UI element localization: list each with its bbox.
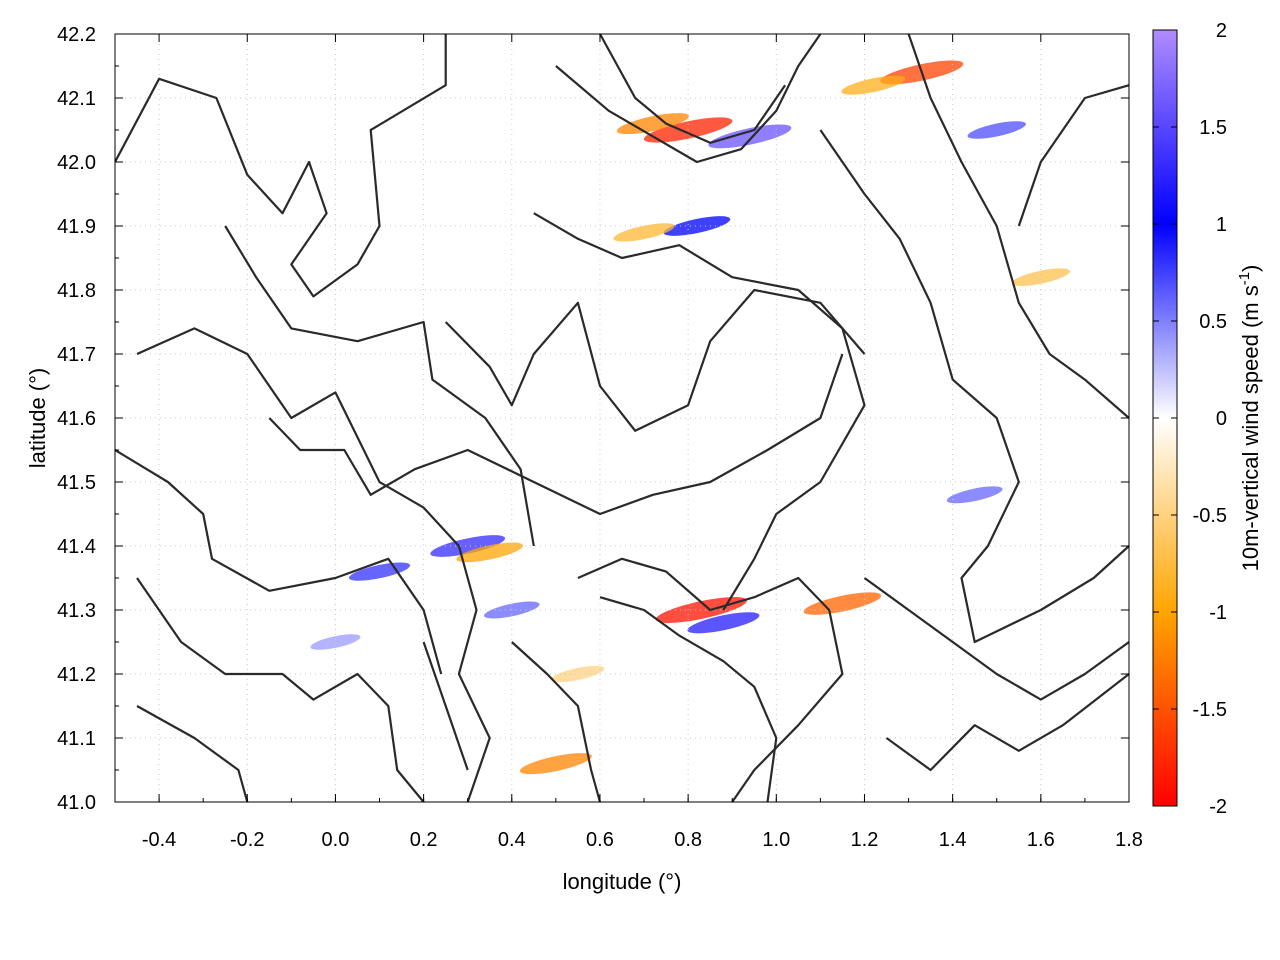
wind-feature-15 [1011, 268, 1071, 287]
colorbar-tick-label: -1 [1209, 602, 1227, 624]
x-axis: -0.4 -0.2 0.0 0.2 0.4 0.6 0.8 1.0 1.2 1.4 1.6 1.8 [114, 34, 1143, 851]
contour-line-12 [577, 557, 844, 802]
wind-feature-5 [663, 216, 731, 236]
colorbar-title: 10m-vertical wind speed (m s-1) [1236, 265, 1263, 572]
y-axis: 41.0 41.1 41.2 41.3 41.4 41.5 41.6 41.7 41.8 41.9… [57, 24, 1129, 814]
y-axis-title: latitude (°) [25, 368, 50, 469]
x-tick-label: 0.4 [498, 829, 526, 851]
x-tick-label: 0.2 [410, 829, 438, 851]
x-tick-label: -0.4 [142, 829, 176, 851]
colorbar-tick-label: 0.5 [1199, 311, 1227, 333]
wind-feature-18 [310, 634, 361, 650]
colorbar-title-text: 10m-vertical wind speed (m s [1238, 285, 1263, 571]
wind-feature-14 [946, 486, 1003, 504]
x-tick-label: 1.8 [1115, 829, 1143, 851]
x-tick-label: 1.2 [851, 829, 879, 851]
wind-feature-1 [708, 124, 792, 149]
colorbar-ticks: 2 1.5 1 0.5 0 -0.5 -1 -1.5 -2 [1153, 20, 1227, 818]
y-tick-label: 41.2 [57, 664, 96, 686]
vertical-wind-field [310, 60, 1071, 775]
contour-line-14 [863, 577, 1129, 701]
wind-feature-19 [551, 665, 605, 683]
colorbar-title-exponent: -1 [1236, 272, 1253, 285]
y-tick-label: 41.0 [57, 792, 96, 814]
x-tick-label: 1.4 [939, 829, 967, 851]
colorbar-tick-label: -1.5 [1193, 699, 1227, 721]
y-tick-label: 42.0 [57, 152, 96, 174]
y-tick-label: 41.4 [57, 536, 96, 558]
x-tick-label: 0.8 [674, 829, 702, 851]
colorbar-tick-label: 0 [1216, 408, 1227, 430]
colorbar-tick-label: -2 [1209, 796, 1227, 818]
colorbar-tick-label: 1.5 [1199, 117, 1227, 139]
contour-line-16 [422, 641, 469, 771]
y-tick-label: 41.7 [57, 344, 96, 366]
x-tick-label: 1.6 [1027, 829, 1055, 851]
contour-line-0 [115, 34, 447, 298]
colorbar-title-close: ) [1238, 265, 1263, 272]
y-tick-label: 41.1 [57, 728, 96, 750]
contour-line-2 [136, 327, 491, 802]
contour-line-10 [819, 129, 1129, 644]
x-tick-label: 1.0 [762, 829, 790, 851]
x-tick-label: 0.0 [322, 829, 350, 851]
contour-line-1 [224, 225, 535, 547]
contour-line-15 [511, 641, 602, 802]
contour-line-13 [599, 596, 778, 802]
contour-line-17 [1017, 84, 1129, 227]
colorbar-tick-label: 2 [1216, 20, 1227, 42]
contour-line-9 [599, 34, 787, 144]
wind-feature-2 [616, 113, 689, 135]
wind-feature-7 [655, 597, 747, 623]
y-tick-label: 41.9 [57, 216, 96, 238]
wind-feature-16 [967, 121, 1026, 139]
y-tick-label: 41.8 [57, 280, 96, 302]
grid-lines [115, 33, 1130, 803]
x-tick-label: 0.6 [586, 829, 614, 851]
contour-line-19 [268, 353, 844, 516]
colorbar-tick-label: 1 [1216, 214, 1227, 236]
contour-line-5 [136, 705, 249, 802]
wind-feature-9 [430, 535, 506, 557]
contour-line-3 [115, 449, 443, 675]
y-tick-label: 41.6 [57, 408, 96, 430]
wind-feature-10 [456, 542, 524, 563]
y-tick-label: 42.2 [57, 24, 96, 46]
contour-line-18 [885, 673, 1129, 772]
contour-line-11 [907, 34, 1129, 419]
terrain-contours [115, 34, 1129, 802]
x-axis-title: longitude (°) [563, 869, 682, 894]
wind-feature-12 [519, 753, 592, 775]
x-tick-label: -0.2 [230, 829, 264, 851]
y-tick-label: 41.3 [57, 600, 96, 622]
wind-feature-8 [687, 612, 760, 634]
wind-feature-4 [841, 75, 906, 95]
wind-feature-6 [613, 223, 675, 242]
colorbar-tick-label: -0.5 [1193, 505, 1227, 527]
contour-line-6 [444, 288, 866, 432]
wind-feature-13 [803, 592, 882, 615]
contour-line-8 [555, 34, 822, 164]
y-tick-label: 41.5 [57, 472, 96, 494]
y-tick-label: 42.1 [57, 88, 96, 110]
plot-background [115, 34, 1129, 802]
contour-line-4 [136, 577, 425, 802]
contour-line-7 [533, 212, 866, 611]
